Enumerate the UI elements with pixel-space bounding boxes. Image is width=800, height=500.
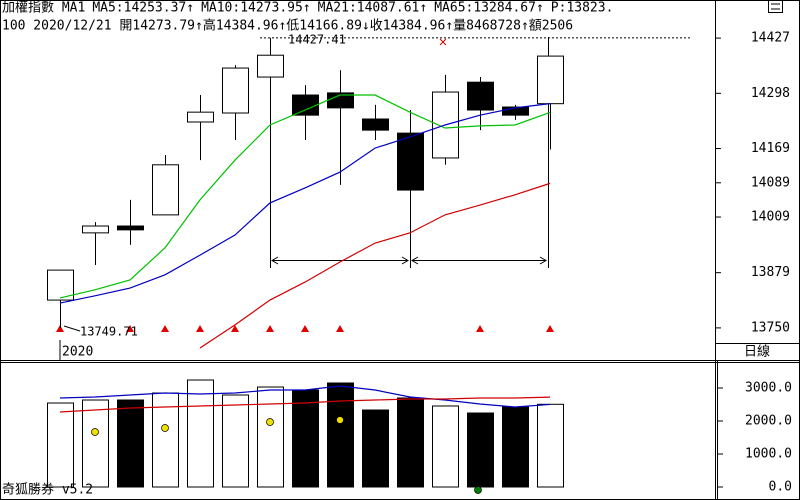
volume-panel xyxy=(47,379,564,488)
volume-bar xyxy=(362,409,389,488)
high-marker xyxy=(439,38,447,46)
volume-signal-dots xyxy=(91,416,482,494)
header: 加權指數 MA1 MA5:14253.37↑ MA10:14273.95↑ MA21:… xyxy=(2,1,614,34)
y-tick-label: 13750 xyxy=(751,320,790,335)
candle-body xyxy=(537,55,564,105)
period-label: 日線 xyxy=(744,344,770,360)
y-tick-label: 0.0 xyxy=(769,479,792,494)
legend-entry: MA10:14273.95↑ xyxy=(201,1,311,16)
volume-bar xyxy=(257,386,284,488)
signal-triangles xyxy=(56,325,554,332)
moving-average-line xyxy=(59,94,551,299)
volume-bar xyxy=(327,382,354,488)
window-controls[interactable] xyxy=(768,0,783,13)
candle-body xyxy=(222,67,249,114)
legend-entry: MA65:13284.67↑ xyxy=(434,1,544,16)
high-annotation: 14427.41 xyxy=(288,32,346,46)
volume-bar xyxy=(397,397,424,488)
price-panel: 14427.41 13749.71 xyxy=(47,32,690,349)
volume-bar xyxy=(117,399,144,488)
candle-body xyxy=(187,111,214,123)
volume-bar xyxy=(502,406,529,488)
candle-body xyxy=(467,81,494,111)
candle-body xyxy=(82,225,109,234)
legend-entry: MA21:14087.61↑ xyxy=(318,1,428,16)
volume-bar xyxy=(467,412,494,488)
volume-bar xyxy=(222,394,249,488)
candle-body xyxy=(362,118,389,131)
low-annotation: 13749.71 xyxy=(80,325,138,339)
candle-body xyxy=(152,164,179,216)
x-tick-label: 2020 xyxy=(62,345,93,360)
y-tick-label: 14169 xyxy=(751,141,790,156)
y-tick-label: 14427 xyxy=(751,31,790,46)
legend-entry: MA5:14253.37↑ xyxy=(92,1,194,16)
y-tick-label: 13879 xyxy=(751,265,790,280)
y-tick-label: 1000.0 xyxy=(745,447,792,462)
volume-bar xyxy=(82,399,109,488)
info-line: 100 2020/12/21 開14273.79↑高14384.96↑低1416… xyxy=(2,18,573,34)
panel-title: 加權指數 MA1 xyxy=(2,1,85,16)
candle-body xyxy=(257,54,284,78)
moving-average-line xyxy=(59,103,551,304)
y-tick-label: 2000.0 xyxy=(745,414,792,429)
y-tick-label: 14089 xyxy=(751,175,790,190)
y-tick-label: 14298 xyxy=(751,86,790,101)
volume-bar xyxy=(432,405,459,488)
moving-average-line xyxy=(59,396,551,413)
volume-bar xyxy=(292,389,319,488)
volume-bar xyxy=(187,379,214,488)
volume-bar xyxy=(47,402,74,488)
low-annotation-line xyxy=(63,325,81,332)
app-label: 奇狐勝券 v5.2 xyxy=(2,482,93,498)
legend-entry: P:13823. xyxy=(551,1,614,16)
candle-body xyxy=(117,225,144,231)
candle-body xyxy=(292,94,319,116)
moving-average-line xyxy=(199,182,551,349)
y-tick-label: 14009 xyxy=(751,210,790,225)
candle-body xyxy=(397,132,424,191)
moving-average-line xyxy=(59,385,551,408)
axes: 14427 14298 14169 14089 14009 13879 13750 2020 日… xyxy=(2,31,792,498)
volume-bar xyxy=(537,403,564,488)
y-tick-label: 3000.0 xyxy=(745,381,792,396)
candle-body xyxy=(47,269,74,301)
